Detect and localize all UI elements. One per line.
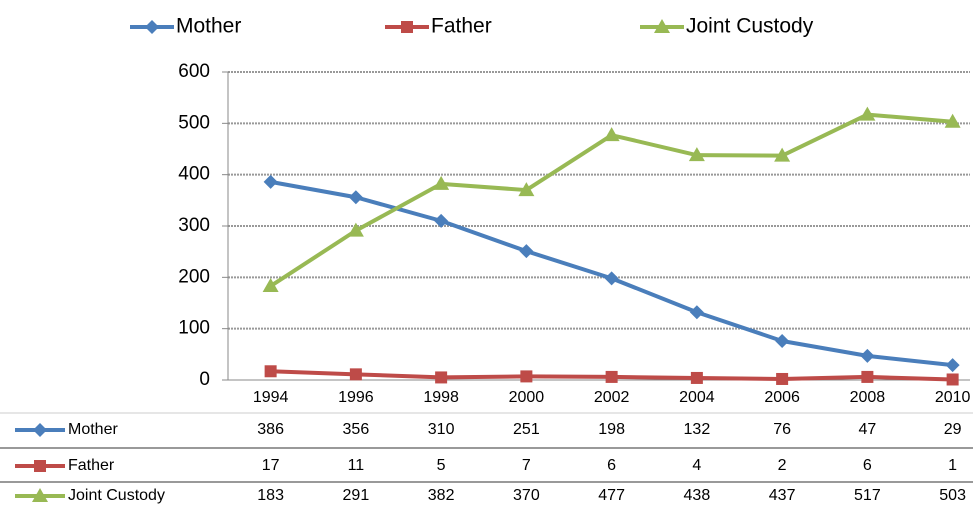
table-cell: 4 <box>692 457 701 474</box>
table-cell: 382 <box>428 487 455 504</box>
x-tick-label: 2000 <box>509 389 545 406</box>
y-tick-label: 400 <box>178 164 210 185</box>
marker-triangle <box>774 147 791 162</box>
legend-label: Father <box>431 15 492 38</box>
marker-triangle <box>32 488 48 502</box>
marker-triangle <box>518 182 535 197</box>
table-cell: 7 <box>522 457 531 474</box>
marker-triangle <box>262 278 279 293</box>
marker-diamond <box>860 348 875 363</box>
legend-label: Mother <box>176 15 241 38</box>
marker-diamond <box>775 333 790 348</box>
y-tick-label: 500 <box>178 112 210 133</box>
table-cell: 437 <box>769 487 796 504</box>
marker-square <box>776 372 789 385</box>
x-tick-label: 2002 <box>594 389 630 406</box>
x-tick-label: 2004 <box>679 389 715 406</box>
marker-diamond <box>945 358 960 373</box>
y-tick-label: 100 <box>178 318 210 339</box>
marker-diamond <box>33 423 47 437</box>
table-cell: 310 <box>428 421 455 438</box>
table-cell: 132 <box>684 421 711 438</box>
table-cell: 29 <box>944 421 962 438</box>
x-tick-label: 2008 <box>850 389 886 406</box>
y-tick-label: 0 <box>199 369 210 390</box>
table-cell: 370 <box>513 487 540 504</box>
marker-triangle <box>603 127 620 142</box>
table-cell: 438 <box>684 487 711 504</box>
table-cell: 76 <box>773 421 791 438</box>
table-cell: 198 <box>598 421 625 438</box>
table-cell: 6 <box>607 457 616 474</box>
marker-diamond <box>689 305 704 320</box>
marker-square <box>690 371 703 384</box>
marker-triangle <box>433 175 450 190</box>
y-tick-label: 600 <box>178 61 210 82</box>
x-tick-label: 2010 <box>935 389 971 406</box>
marker-square <box>349 368 362 381</box>
marker-diamond <box>263 174 278 189</box>
table-cell: 251 <box>513 421 540 438</box>
marker-diamond <box>434 213 449 228</box>
marker-triangle <box>654 19 670 33</box>
marker-square <box>861 370 874 383</box>
table-cell: 477 <box>598 487 625 504</box>
marker-square <box>435 371 448 384</box>
table-cell: 6 <box>863 457 872 474</box>
marker-diamond <box>604 271 619 286</box>
y-tick-label: 300 <box>178 215 210 236</box>
table-cell: 291 <box>343 487 370 504</box>
table-cell: 17 <box>262 457 280 474</box>
marker-triangle <box>688 147 705 162</box>
table-cell: 356 <box>343 421 370 438</box>
marker-diamond <box>145 20 159 34</box>
table-row-label: Mother <box>68 421 118 438</box>
marker-square <box>605 370 618 383</box>
table-row-label: Father <box>68 457 115 474</box>
table-cell: 183 <box>257 487 284 504</box>
marker-triangle <box>944 113 961 128</box>
table-cell: 5 <box>437 457 446 474</box>
marker-triangle <box>859 106 876 121</box>
x-tick-label: 1998 <box>423 389 459 406</box>
x-tick-label: 1996 <box>338 389 374 406</box>
table-row-label: Joint Custody <box>68 487 165 504</box>
x-tick-label: 2006 <box>764 389 800 406</box>
marker-square <box>401 21 413 33</box>
marker-diamond <box>348 190 363 205</box>
table-cell: 517 <box>854 487 881 504</box>
y-tick-label: 200 <box>178 266 210 287</box>
marker-diamond <box>519 244 534 259</box>
marker-square <box>34 460 46 472</box>
table-cell: 47 <box>858 421 876 438</box>
marker-square <box>946 373 959 386</box>
x-tick-label: 1994 <box>253 389 289 406</box>
table-cell: 11 <box>348 457 365 474</box>
marker-square <box>520 370 533 383</box>
table-cell: 2 <box>778 457 787 474</box>
marker-square <box>264 365 277 378</box>
table-cell: 1 <box>948 457 957 474</box>
table-cell: 503 <box>939 487 966 504</box>
table-cell: 386 <box>257 421 284 438</box>
legend-label: Joint Custody <box>686 15 814 38</box>
marker-triangle <box>347 222 364 237</box>
